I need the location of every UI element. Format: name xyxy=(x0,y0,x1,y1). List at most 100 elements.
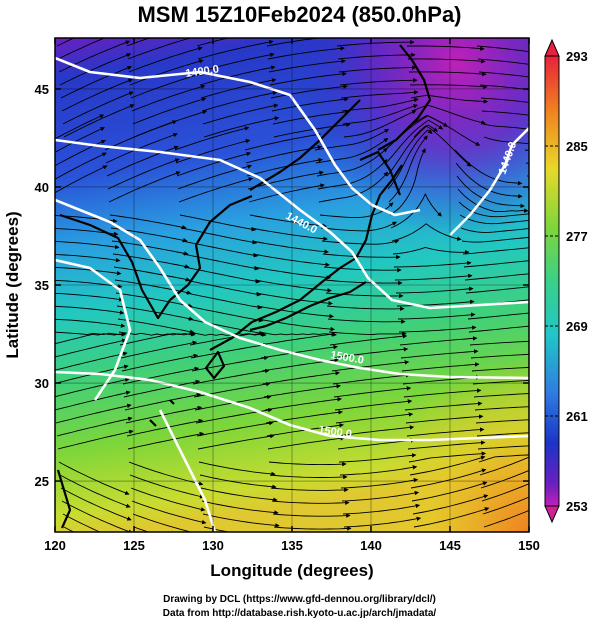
streamline xyxy=(468,325,529,333)
streamline xyxy=(270,487,349,493)
streamline xyxy=(113,266,191,282)
streamline xyxy=(114,279,192,295)
streamline xyxy=(462,247,529,255)
streamline xyxy=(60,65,132,99)
streamline xyxy=(58,461,130,495)
streamline xyxy=(262,370,340,385)
streamline xyxy=(482,496,529,515)
streamline xyxy=(336,39,415,47)
streamline xyxy=(198,52,275,73)
x-tick-label: 120 xyxy=(44,538,66,553)
credits-line2: Data from http://database.rish.kyoto-u.a… xyxy=(162,608,437,619)
streamline xyxy=(256,305,334,319)
streamline xyxy=(199,65,276,86)
streamline xyxy=(331,360,410,372)
streamline xyxy=(407,45,485,51)
streamline xyxy=(61,500,133,532)
streamline xyxy=(397,312,476,320)
streamline xyxy=(179,214,257,232)
streamline xyxy=(247,170,324,190)
streamline xyxy=(55,165,108,194)
streamline xyxy=(127,431,205,450)
streamline xyxy=(386,124,438,177)
contour-line xyxy=(55,258,132,401)
y-tick-label: 30 xyxy=(35,376,49,391)
streamline xyxy=(385,119,444,164)
streamline xyxy=(181,240,259,258)
streamline xyxy=(530,211,599,215)
streamline xyxy=(109,214,187,230)
streamline xyxy=(200,78,277,99)
streamline xyxy=(329,333,408,346)
streamline xyxy=(128,461,204,486)
streamline xyxy=(406,427,485,437)
streamline xyxy=(56,38,75,47)
colorbar-label: 285 xyxy=(566,139,588,154)
wind-streamlines xyxy=(55,38,599,532)
coastline xyxy=(59,194,253,320)
streamline xyxy=(480,469,529,489)
streamline xyxy=(470,353,529,359)
streamline xyxy=(465,286,529,294)
streamline xyxy=(469,340,529,346)
streamline xyxy=(316,147,388,177)
streamline xyxy=(61,78,133,112)
streamline xyxy=(200,487,278,502)
coastline xyxy=(249,99,361,191)
streamline xyxy=(340,90,419,99)
streamline xyxy=(458,201,529,218)
streamline xyxy=(132,97,207,125)
streamline xyxy=(55,331,126,345)
streamline xyxy=(55,266,122,276)
streamline xyxy=(395,286,474,294)
streamline xyxy=(322,253,401,260)
streamline xyxy=(59,53,132,86)
streamline xyxy=(258,331,336,337)
streamline xyxy=(129,59,204,86)
streamline xyxy=(112,253,190,269)
streamline xyxy=(409,84,488,89)
credits-line1: Drawing by DCL (https://www.gfd-dennou.o… xyxy=(163,594,436,605)
streamline xyxy=(482,123,529,130)
streamline xyxy=(483,136,529,145)
streamline xyxy=(271,500,350,505)
streamline xyxy=(55,114,105,140)
streamline xyxy=(203,526,232,532)
streamline xyxy=(254,279,332,293)
streamline xyxy=(327,318,406,324)
coastline xyxy=(169,399,175,405)
streamline xyxy=(250,227,328,241)
colorbar-label: 253 xyxy=(566,499,588,514)
coastline xyxy=(204,350,226,380)
streamline xyxy=(471,366,529,372)
streamline xyxy=(474,406,529,411)
x-axis-title: Longitude (degrees) xyxy=(210,561,373,580)
streamline xyxy=(391,223,462,242)
page-title: MSM 15Z10Feb2024 (850.0hPa) xyxy=(137,2,462,27)
streamline xyxy=(244,132,322,151)
x-tick-label: 150 xyxy=(518,538,540,553)
streamline xyxy=(393,260,472,268)
streamline xyxy=(407,58,486,64)
streamline xyxy=(456,175,525,209)
streamline xyxy=(476,432,529,437)
streamline xyxy=(198,461,276,477)
streamline xyxy=(128,46,203,73)
streamline xyxy=(111,240,189,256)
x-tick-label: 135 xyxy=(281,538,303,553)
streamline xyxy=(388,135,428,203)
streamline xyxy=(342,503,421,515)
coastline xyxy=(149,419,157,427)
streamline xyxy=(272,513,351,518)
streamline xyxy=(132,513,193,532)
streamline xyxy=(55,331,127,337)
streamline xyxy=(477,445,529,450)
streamline xyxy=(203,116,280,138)
streamline xyxy=(477,58,529,65)
streamline xyxy=(343,516,422,528)
streamline xyxy=(330,347,409,359)
streamline xyxy=(117,318,195,334)
coastlines xyxy=(56,44,432,529)
streamline xyxy=(55,254,121,263)
